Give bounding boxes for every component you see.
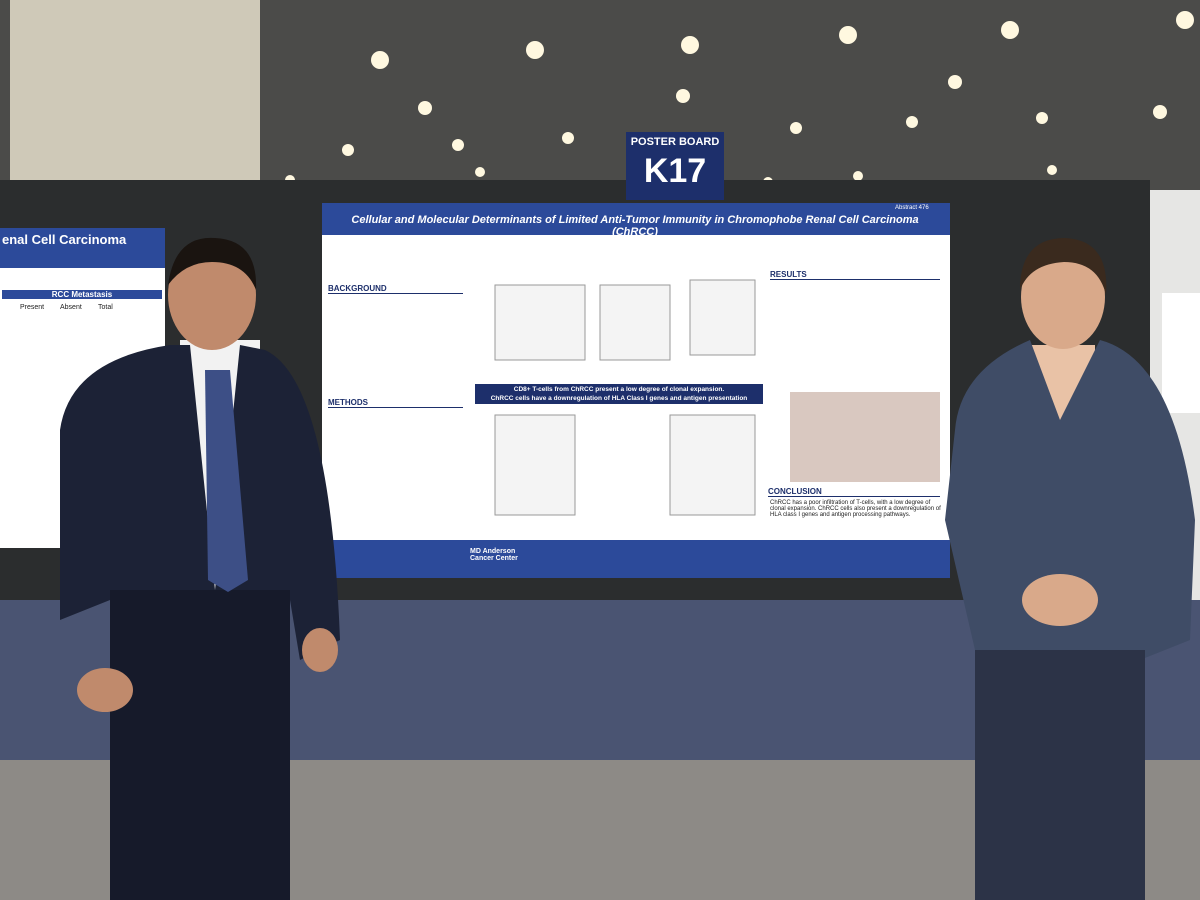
table-title: RCC Metastasis <box>2 290 162 299</box>
banner-line: CD8+ T-cells from ChRCC present a low de… <box>513 386 725 393</box>
sign-label: POSTER BOARD <box>630 136 720 148</box>
table-header: Present <box>20 304 45 311</box>
banner: CD8+ T-cells from ChRCC present a low de… <box>478 385 760 412</box>
conclusion-text: ChRCC has a poor infiltration of T-cells… <box>770 500 941 518</box>
section-heading: BACKGROUND <box>328 284 463 294</box>
left-poster-title: enal Cell Carcinoma <box>2 232 127 247</box>
section-heading: RESULTS <box>770 270 940 280</box>
table-header: Total <box>98 304 113 311</box>
section-heading: METHODS <box>328 398 463 408</box>
banner-line: ChRCC cells have a downregulation of HLA… <box>490 395 748 411</box>
sign-number: K17 <box>643 152 707 190</box>
logo-text: MD Anderson Cancer Center <box>470 548 518 562</box>
abstract-number: Abstract 476 <box>895 205 929 211</box>
table-header: Absent <box>60 304 82 311</box>
section-heading: CONCLUSION <box>768 487 940 497</box>
poster-title: Cellular and Molecular Determinants of L… <box>351 214 919 238</box>
